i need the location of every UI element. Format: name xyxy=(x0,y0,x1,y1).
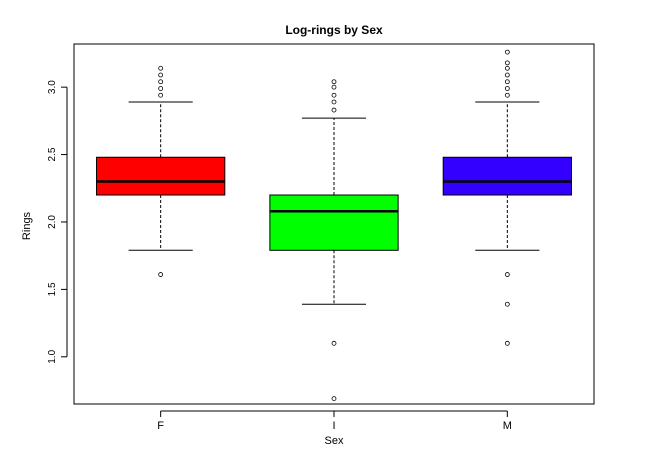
iqr-box xyxy=(96,156,226,196)
outlier-point xyxy=(504,86,510,91)
outlier-point xyxy=(504,65,510,71)
x-tick-label: I xyxy=(332,420,335,432)
y-axis: 1.0 1.5 2.0 2.5 3.0 xyxy=(47,80,68,364)
outlier-point xyxy=(331,396,337,402)
outlier-point xyxy=(331,84,337,90)
outlier-point xyxy=(158,92,164,98)
x-tick-label: M xyxy=(503,420,512,432)
chart-title: Log-rings by Sex xyxy=(285,23,383,37)
outlier-point xyxy=(158,65,164,71)
box-I xyxy=(269,79,399,402)
iqr-box xyxy=(442,156,572,196)
outlier-point xyxy=(331,340,337,346)
y-tick-label: 2.5 xyxy=(47,147,58,161)
outlier-point xyxy=(331,92,337,98)
outlier-point xyxy=(158,272,164,277)
y-tick-label: 3.0 xyxy=(47,80,58,94)
outlier-point xyxy=(158,86,164,91)
y-axis-label: Rings xyxy=(21,211,33,240)
outlier-point xyxy=(504,49,510,55)
outlier-point xyxy=(504,92,510,98)
y-tick-label: 1.0 xyxy=(47,349,58,363)
outlier-point xyxy=(504,340,510,346)
x-tick-label: F xyxy=(157,420,164,432)
outlier-point xyxy=(158,79,164,85)
iqr-box xyxy=(269,194,399,251)
outlier-point xyxy=(504,272,510,277)
outlier-point xyxy=(504,60,510,66)
outlier-point xyxy=(504,301,510,307)
outlier-point xyxy=(331,99,337,105)
boxes-layer xyxy=(96,49,572,402)
outlier-point xyxy=(504,72,510,78)
outlier-point xyxy=(504,79,510,85)
outlier-point xyxy=(158,72,164,78)
plot-frame xyxy=(73,43,595,405)
y-tick-label: 2.0 xyxy=(47,215,58,229)
outlier-point xyxy=(331,79,337,85)
y-tick-label: 1.5 xyxy=(47,282,58,296)
box-M xyxy=(442,49,572,346)
box-F xyxy=(96,65,226,277)
x-axis-label: Sex xyxy=(325,435,344,447)
outlier-point xyxy=(331,107,337,113)
